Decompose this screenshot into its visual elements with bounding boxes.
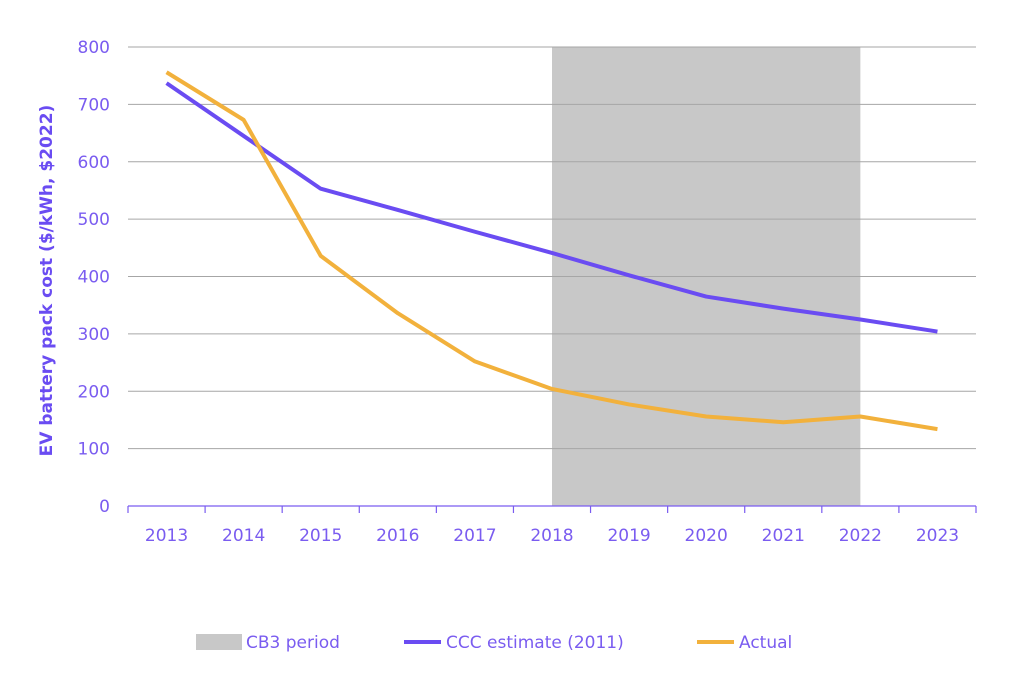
series-lines [165, 70, 938, 432]
x-tick-label: 2014 [222, 526, 265, 546]
series-line-ccc-estimate [165, 81, 938, 334]
series-line-actual [165, 70, 938, 432]
x-tick-label: 2015 [299, 526, 342, 546]
gridlines [128, 46, 976, 450]
y-tick-label: 300 [78, 325, 110, 345]
legend-label-cb3-period: CB3 period [246, 633, 340, 653]
x-tick-label: 2019 [607, 526, 650, 546]
x-tick-label: 2018 [530, 526, 573, 546]
legend-label-ccc-estimate: CCC estimate (2011) [446, 633, 624, 653]
x-tick-label: 2023 [916, 526, 959, 546]
legend-swatch-cb3-period [196, 634, 242, 650]
y-axis-title: EV battery pack cost ($/kWh, $2022) [37, 105, 57, 457]
y-tick-label: 800 [78, 38, 110, 58]
x-tick-label: 2013 [145, 526, 188, 546]
x-tick-label: 2017 [453, 526, 496, 546]
x-tick-label: 2016 [376, 526, 419, 546]
legend-label-actual: Actual [739, 633, 792, 653]
y-tick-label: 200 [78, 382, 110, 402]
x-tick-label: 2021 [762, 526, 805, 546]
axes: 0 100 200 300 400 500 600 700 800 2013 2014 2015 201… [78, 38, 977, 546]
legend: CB3 period CCC estimate (2011) Actual [196, 633, 792, 653]
y-tick-label: 100 [78, 440, 110, 460]
y-tick-label: 600 [78, 153, 110, 173]
y-tick-label: 400 [78, 268, 110, 288]
y-tick-label: 500 [78, 210, 110, 230]
x-tick-label: 2020 [685, 526, 728, 546]
y-tick-label: 700 [78, 95, 110, 115]
x-tick-label: 2022 [839, 526, 882, 546]
y-tick-label: 0 [99, 497, 110, 517]
